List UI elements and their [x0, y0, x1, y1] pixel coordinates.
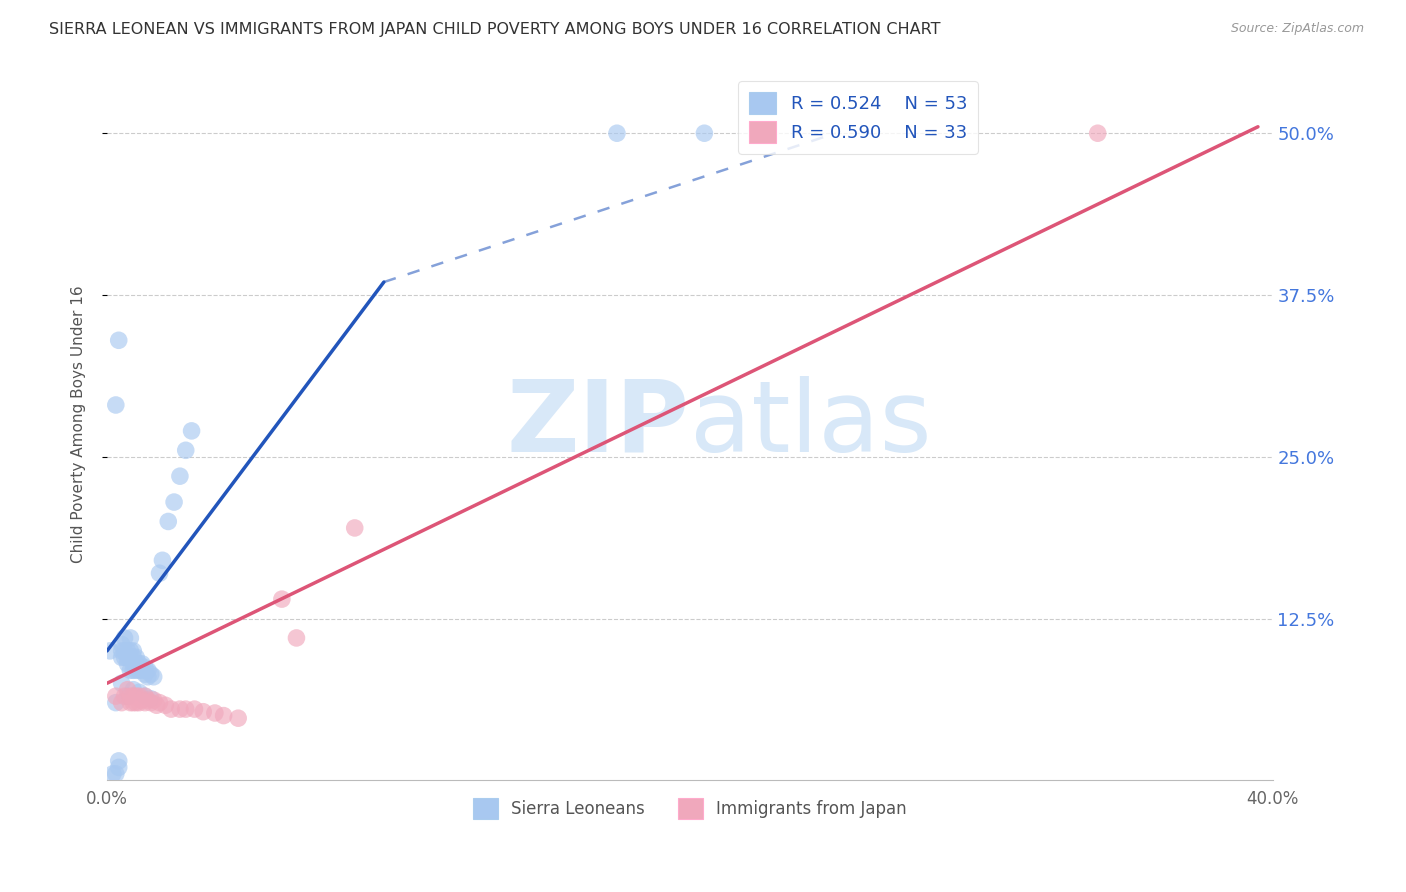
- Point: [117, 682, 139, 697]
- Point: [114, 650, 136, 665]
- Point: [134, 689, 156, 703]
- Point: [128, 657, 150, 671]
- Text: Source: ZipAtlas.com: Source: ZipAtlas.com: [1230, 22, 1364, 36]
- Point: [125, 696, 148, 710]
- Point: [111, 637, 134, 651]
- Legend: Sierra Leoneans, Immigrants from Japan: Sierra Leoneans, Immigrants from Japan: [465, 792, 914, 825]
- Point: [134, 661, 156, 675]
- Point: [270, 592, 292, 607]
- Point: [128, 685, 150, 699]
- Point: [125, 657, 148, 671]
- Point: [122, 682, 145, 697]
- Point: [139, 667, 162, 681]
- Point: [142, 693, 165, 707]
- Point: [107, 333, 129, 347]
- Point: [157, 515, 180, 529]
- Point: [204, 706, 226, 720]
- Point: [285, 631, 308, 645]
- Point: [117, 644, 139, 658]
- Point: [152, 553, 174, 567]
- Point: [343, 521, 366, 535]
- Point: [122, 650, 145, 665]
- Point: [128, 663, 150, 677]
- Point: [117, 689, 139, 703]
- Point: [117, 650, 139, 665]
- Point: [125, 663, 148, 677]
- Point: [148, 566, 170, 581]
- Point: [122, 689, 145, 703]
- Point: [120, 689, 142, 703]
- Point: [148, 696, 170, 710]
- Point: [136, 663, 159, 677]
- Point: [120, 631, 142, 645]
- Point: [98, 644, 121, 658]
- Point: [120, 663, 142, 677]
- Point: [226, 711, 249, 725]
- Text: ZIP: ZIP: [508, 376, 690, 473]
- Point: [160, 702, 183, 716]
- Point: [104, 689, 127, 703]
- Point: [107, 760, 129, 774]
- Point: [107, 754, 129, 768]
- Point: [163, 495, 186, 509]
- Point: [169, 702, 191, 716]
- Point: [120, 696, 142, 710]
- Point: [131, 657, 153, 671]
- Point: [122, 663, 145, 677]
- Point: [145, 698, 167, 713]
- Point: [120, 650, 142, 665]
- Point: [117, 657, 139, 671]
- Point: [122, 657, 145, 671]
- Point: [111, 676, 134, 690]
- Point: [104, 767, 127, 781]
- Text: SIERRA LEONEAN VS IMMIGRANTS FROM JAPAN CHILD POVERTY AMONG BOYS UNDER 16 CORREL: SIERRA LEONEAN VS IMMIGRANTS FROM JAPAN …: [49, 22, 941, 37]
- Point: [134, 696, 156, 710]
- Point: [101, 767, 124, 781]
- Point: [111, 696, 134, 710]
- Point: [136, 693, 159, 707]
- Point: [136, 670, 159, 684]
- Point: [128, 689, 150, 703]
- Point: [104, 696, 127, 710]
- Point: [693, 126, 716, 140]
- Point: [134, 689, 156, 703]
- Point: [183, 702, 205, 716]
- Point: [131, 693, 153, 707]
- Point: [606, 126, 628, 140]
- Point: [122, 696, 145, 710]
- Point: [125, 689, 148, 703]
- Point: [131, 663, 153, 677]
- Point: [139, 696, 162, 710]
- Point: [142, 670, 165, 684]
- Point: [174, 702, 197, 716]
- Point: [114, 689, 136, 703]
- Point: [125, 650, 148, 665]
- Point: [120, 644, 142, 658]
- Point: [139, 691, 162, 706]
- Point: [212, 708, 235, 723]
- Point: [155, 698, 177, 713]
- Point: [104, 398, 127, 412]
- Y-axis label: Child Poverty Among Boys Under 16: Child Poverty Among Boys Under 16: [72, 285, 86, 563]
- Text: atlas: atlas: [690, 376, 931, 473]
- Point: [114, 644, 136, 658]
- Point: [122, 644, 145, 658]
- Point: [193, 705, 215, 719]
- Point: [174, 443, 197, 458]
- Point: [134, 667, 156, 681]
- Point: [128, 696, 150, 710]
- Point: [169, 469, 191, 483]
- Point: [180, 424, 202, 438]
- Point: [111, 644, 134, 658]
- Point: [1087, 126, 1109, 140]
- Point: [111, 650, 134, 665]
- Point: [114, 631, 136, 645]
